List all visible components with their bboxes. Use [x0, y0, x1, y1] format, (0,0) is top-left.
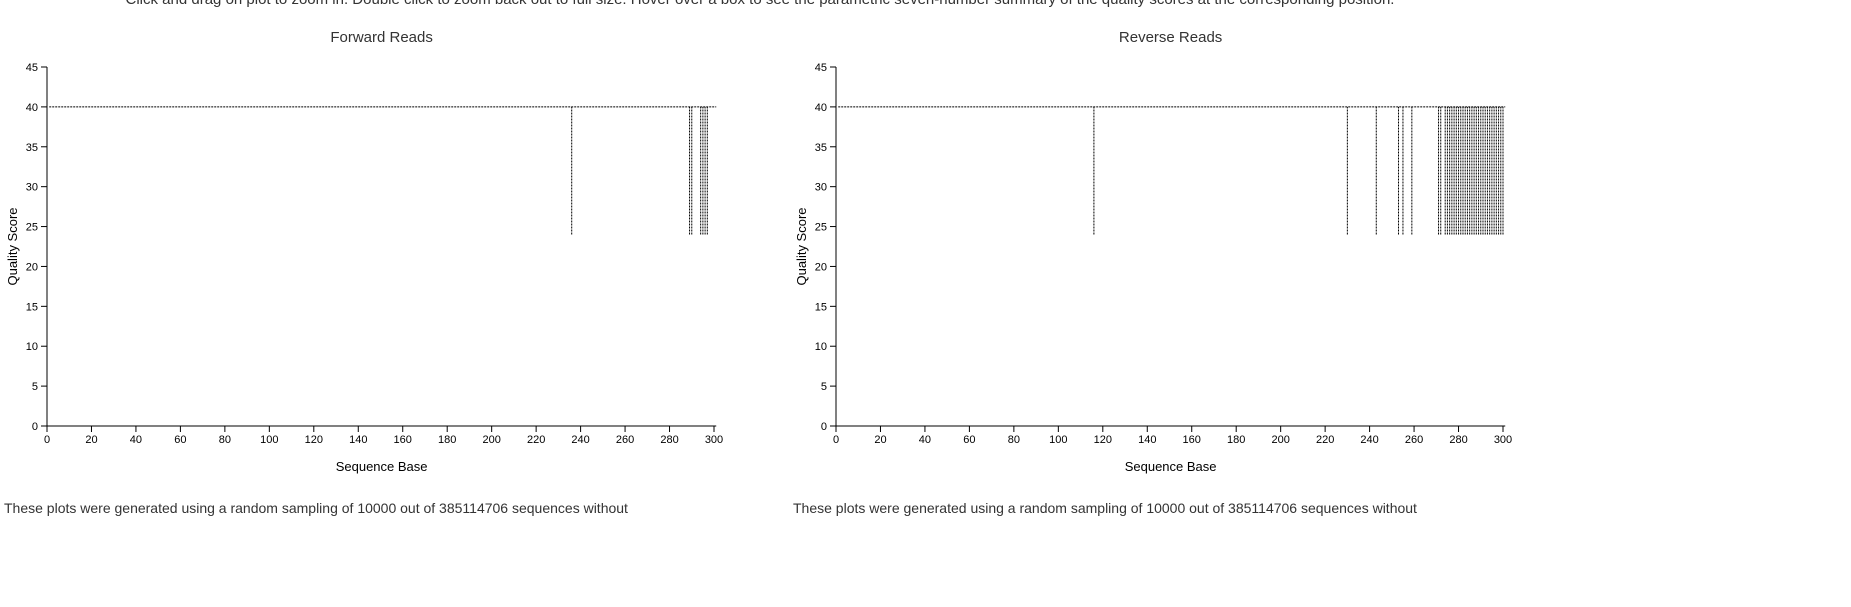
x-tick-label: 100	[260, 434, 278, 446]
x-tick-label: 120	[1094, 434, 1112, 446]
chart-title: Reverse Reads	[1119, 29, 1222, 46]
y-tick-label: 35	[815, 142, 827, 154]
x-axis-label: Sequence Base	[1125, 459, 1217, 474]
instructions: Click and drag on plot to zoom in. Doubl…	[0, 0, 1520, 8]
x-tick-label: 280	[660, 434, 678, 446]
x-tick-label: 120	[305, 434, 323, 446]
x-tick-label: 160	[1183, 434, 1201, 446]
y-tick-label: 5	[821, 381, 827, 393]
y-tick-label: 35	[26, 142, 38, 154]
x-tick-label: 20	[874, 434, 886, 446]
x-tick-label: 180	[438, 434, 456, 446]
x-tick-label: 260	[1405, 434, 1423, 446]
y-tick-label: 10	[26, 341, 38, 353]
x-tick-label: 300	[1494, 434, 1512, 446]
y-tick-label: 25	[26, 222, 38, 234]
x-tick-label: 20	[85, 434, 97, 446]
y-tick-label: 0	[821, 421, 827, 433]
y-tick-label: 30	[26, 182, 38, 194]
x-tick-label: 220	[1316, 434, 1334, 446]
x-tick-label: 40	[130, 434, 142, 446]
x-tick-label: 220	[527, 434, 545, 446]
y-tick-label: 40	[26, 102, 38, 114]
x-tick-label: 60	[963, 434, 975, 446]
x-tick-label: 200	[482, 434, 500, 446]
x-tick-label: 300	[705, 434, 723, 446]
y-tick-label: 0	[32, 421, 38, 433]
x-tick-label: 260	[616, 434, 634, 446]
y-tick-label: 20	[815, 261, 827, 273]
x-tick-label: 0	[44, 434, 50, 446]
x-tick-label: 240	[1360, 434, 1378, 446]
x-tick-label: 0	[833, 434, 839, 446]
x-tick-label: 60	[174, 434, 186, 446]
x-tick-label: 240	[571, 434, 589, 446]
chart-title: Forward Reads	[330, 29, 433, 46]
x-tick-label: 80	[1008, 434, 1020, 446]
y-tick-label: 45	[815, 62, 827, 74]
x-axis-label: Sequence Base	[336, 459, 428, 474]
x-tick-label: 160	[394, 434, 412, 446]
y-tick-label: 25	[815, 222, 827, 234]
y-axis-label: Quality Score	[5, 207, 20, 285]
plots: Forward Reads Sequence Base Quality Score 0…	[5, 29, 1512, 474]
y-tick-label: 30	[815, 182, 827, 194]
x-tick-label: 280	[1449, 434, 1467, 446]
y-axis-label: Quality Score	[794, 207, 809, 285]
x-tick-label: 180	[1227, 434, 1245, 446]
x-tick-label: 100	[1049, 434, 1067, 446]
sampling-note: These plots were generated using a rando…	[793, 500, 1417, 516]
y-tick-label: 5	[32, 381, 38, 393]
x-tick-label: 80	[219, 434, 231, 446]
x-tick-label: 40	[919, 434, 931, 446]
y-tick-label: 40	[815, 102, 827, 114]
y-tick-label: 15	[815, 301, 827, 313]
y-tick-label: 20	[26, 261, 38, 273]
x-tick-label: 200	[1271, 434, 1289, 446]
x-tick-label: 140	[349, 434, 367, 446]
y-tick-label: 15	[26, 301, 38, 313]
sampling-note: These plots were generated using a rando…	[4, 500, 628, 516]
y-tick-label: 45	[26, 62, 38, 74]
x-tick-label: 140	[1138, 434, 1156, 446]
y-tick-label: 10	[815, 341, 827, 353]
